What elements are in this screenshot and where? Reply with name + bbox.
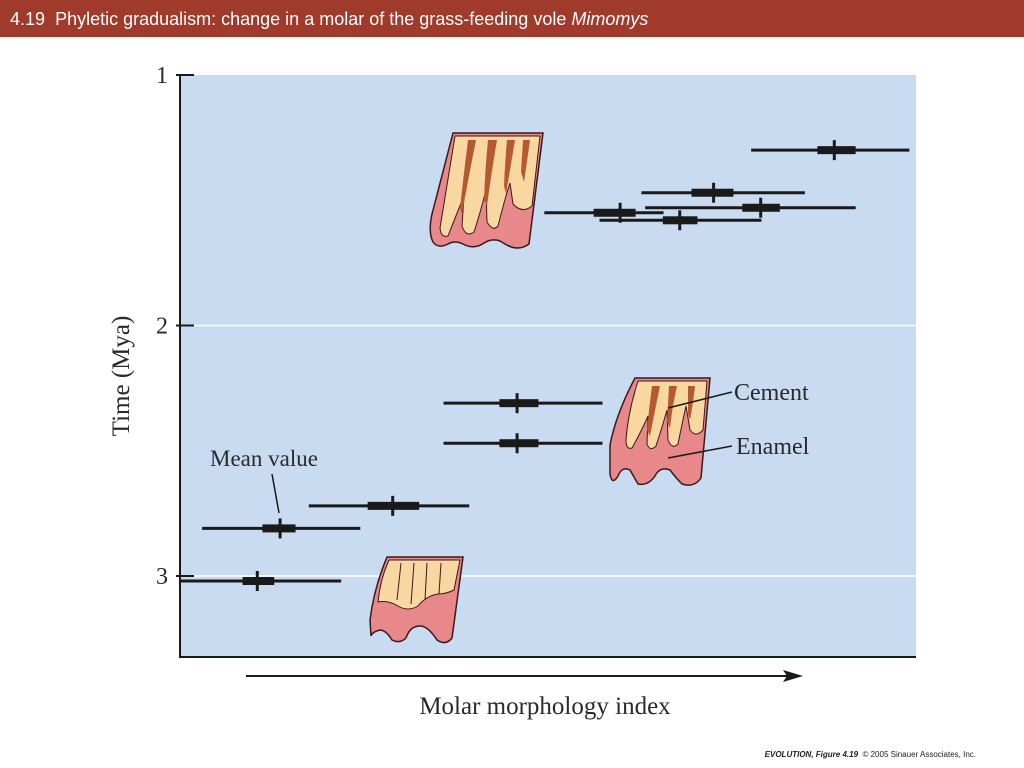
credit-copyright: © 2005 Sinauer Associates, Inc.: [862, 750, 976, 759]
mean-box: [593, 208, 636, 217]
x-axis-label: Molar morphology index: [419, 693, 671, 720]
enamel-leader-line: [667, 445, 733, 459]
y-tick-label-2: 2: [156, 314, 168, 340]
title-bar: 4.19 Phyletic gradualism: change in a mo…: [0, 0, 1024, 37]
annotation-enamel: Enamel: [736, 434, 810, 460]
data-point-1: [180, 571, 342, 592]
data-point-5: [443, 393, 603, 414]
data-point-4: [443, 433, 603, 454]
molar-illustration-recent: [429, 132, 544, 249]
data-marks: [180, 140, 910, 592]
slide-title: 4.19 Phyletic gradualism: change in a mo…: [10, 9, 648, 30]
mean-box: [499, 399, 539, 408]
y-tick-label-1: 1: [156, 63, 168, 89]
x-axis-arrowhead: [783, 670, 803, 682]
data-point-9: [641, 182, 805, 203]
slide-title-genus: Mimomys: [571, 9, 649, 29]
annotation-cement: Cement: [734, 380, 809, 406]
molar-illustration-labelled: [609, 377, 733, 486]
slide-title-text: Phyletic gradualism: change in a molar o…: [55, 9, 567, 29]
cement-leader-line: [667, 391, 733, 409]
data-point-2: [202, 518, 361, 539]
credit-figure: Figure 4.19: [815, 750, 859, 759]
y-axis-label: Time (Mya): [108, 316, 135, 437]
y-tick-label-3: 3: [156, 564, 168, 590]
figure-credit: EVOLUTION, Figure 4.19 © 2005 Sinauer As…: [765, 750, 976, 759]
annotation-mean-value: Mean value: [210, 446, 318, 471]
mean-box: [499, 439, 539, 448]
data-point-3: [308, 495, 470, 516]
data-point-7: [599, 210, 762, 231]
slide-number: 4.19: [10, 9, 46, 29]
molar-illustration-ancient: [369, 556, 464, 644]
plot-area: [180, 75, 916, 657]
gridlines: [180, 324, 916, 577]
data-point-10: [751, 140, 910, 161]
y-ticks: 1 2 3: [156, 63, 194, 590]
mean-value-leader-line: [271, 473, 280, 514]
credit-book: EVOLUTION,: [764, 750, 814, 759]
mean-box: [817, 146, 856, 155]
data-point-8: [645, 197, 856, 218]
